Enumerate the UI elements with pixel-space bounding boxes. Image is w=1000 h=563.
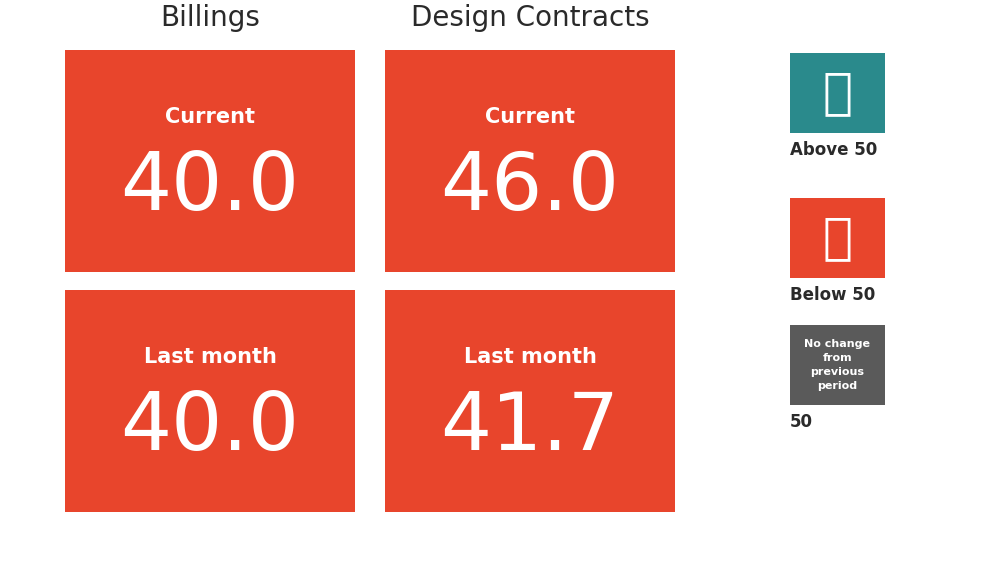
Text: Last month: Last month: [464, 347, 596, 367]
Text: 46.0: 46.0: [440, 149, 620, 227]
Bar: [790, 53, 885, 133]
Bar: [65, 50, 355, 272]
Text: 👎: 👎: [822, 214, 852, 262]
Bar: [65, 290, 355, 512]
Text: Above 50: Above 50: [790, 141, 877, 159]
Text: Current: Current: [485, 106, 575, 127]
Bar: [790, 198, 885, 278]
Text: Current: Current: [165, 106, 255, 127]
Text: Below 50: Below 50: [790, 286, 875, 304]
Text: Last month: Last month: [144, 347, 276, 367]
Bar: [385, 50, 675, 272]
Text: Design Contracts: Design Contracts: [411, 4, 649, 32]
Text: 👍: 👍: [822, 69, 852, 117]
Text: 40.0: 40.0: [120, 149, 300, 227]
Text: Billings: Billings: [160, 4, 260, 32]
Text: 41.7: 41.7: [440, 388, 620, 467]
Text: 50: 50: [790, 413, 813, 431]
Text: No change
from
previous
period: No change from previous period: [804, 339, 870, 391]
Bar: [790, 325, 885, 405]
Text: 40.0: 40.0: [120, 388, 300, 467]
Bar: [385, 290, 675, 512]
